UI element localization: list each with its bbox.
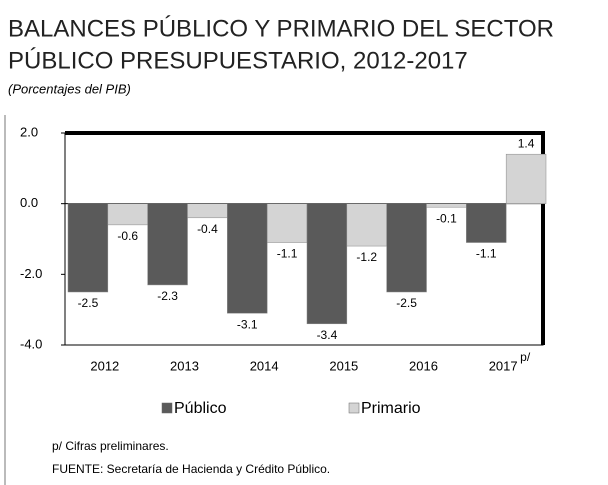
- chart-subtitle: (Porcentajes del PIB): [8, 81, 131, 96]
- legend-swatch: [348, 402, 360, 414]
- bar: [187, 203, 228, 219]
- bar: [386, 203, 427, 293]
- x-tick-label: 2013: [170, 358, 199, 373]
- x-tick-label: 2017: [489, 358, 518, 373]
- value-label: -2.5: [396, 296, 417, 310]
- value-label: -3.1: [237, 317, 258, 331]
- y-tick-label: -2.0: [20, 266, 42, 281]
- x-tick-label: 2016: [409, 358, 438, 373]
- bar: [227, 203, 268, 314]
- category-note: p/: [520, 350, 531, 364]
- y-tick-label: 2.0: [20, 124, 38, 139]
- bar: [107, 203, 148, 226]
- bar: [346, 203, 387, 247]
- x-tick-label: 2012: [90, 358, 119, 373]
- legend-label: Público: [174, 400, 227, 417]
- legend-swatch: [161, 402, 173, 414]
- value-label: -2.3: [157, 289, 178, 303]
- x-tick-label: 2014: [250, 358, 279, 373]
- bar: [426, 203, 467, 208]
- value-label: -2.5: [78, 296, 99, 310]
- bar: [266, 203, 308, 243]
- value-label: -0.6: [117, 229, 138, 243]
- bar: [505, 153, 547, 204]
- legend-label: Primario: [361, 400, 421, 417]
- y-tick-label: 0.0: [20, 195, 38, 210]
- x-tick-label: 2015: [329, 358, 358, 373]
- footnote: p/ Cifras preliminares.: [52, 439, 169, 453]
- y-tick-label: -4.0: [20, 336, 42, 351]
- value-label: -1.2: [356, 250, 377, 264]
- bar: [67, 203, 109, 293]
- chart-title: PÚBLICO PRESUPUESTARIO, 2012-2017: [8, 47, 468, 74]
- value-label: -3.4: [317, 328, 338, 342]
- bar: [147, 203, 188, 286]
- footnote: FUENTE: Secretaría de Hacienda y Crédito…: [52, 462, 330, 476]
- value-label: -1.1: [277, 247, 298, 261]
- bar: [306, 203, 348, 325]
- value-label: -1.1: [476, 247, 497, 261]
- chart-title: BALANCES PÚBLICO Y PRIMARIO DEL SECTOR: [8, 15, 554, 42]
- bar: [466, 203, 507, 243]
- value-label: -0.4: [197, 222, 218, 236]
- value-label: 1.4: [518, 136, 535, 150]
- value-label: -0.1: [436, 211, 457, 225]
